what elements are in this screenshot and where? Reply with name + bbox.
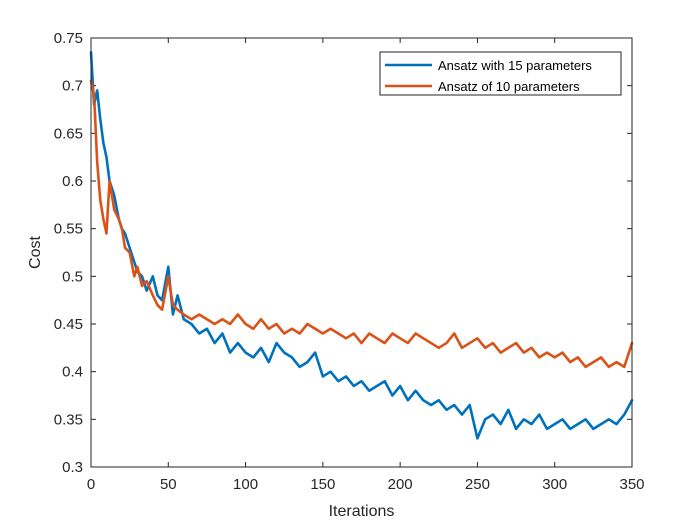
x-tick-label: 250 (465, 476, 490, 493)
y-tick-label: 0.75 (54, 30, 83, 47)
y-tick-label: 0.3 (62, 459, 83, 476)
x-tick-label: 100 (233, 476, 258, 493)
x-axis-title: Iterations (329, 503, 395, 520)
x-tick-label: 350 (619, 476, 644, 493)
x-tick-label: 300 (542, 476, 567, 493)
y-tick-label: 0.45 (54, 316, 83, 333)
y-tick-label: 0.5 (62, 268, 83, 285)
series-line-1 (89, 79, 634, 369)
y-tick-label: 0.4 (62, 364, 83, 381)
x-tick-label: 150 (310, 476, 335, 493)
y-tick-label: 0.7 (62, 78, 83, 95)
x-tick-label: 0 (87, 476, 95, 493)
y-axis-ticks: 0.3 0.35 0.4 0.45 0.5 0.55 0.6 0.65 0.7 0.75 (54, 30, 632, 476)
legend-label-15-parameters: Ansatz with 15 parameters (438, 58, 592, 73)
plot-background (91, 38, 632, 467)
plot-frame (90, 37, 633, 468)
series-group (89, 50, 634, 440)
y-tick-label: 0.65 (54, 125, 83, 142)
legend: Ansatz with 15 parameters Ansatz of 10 p… (379, 51, 622, 96)
x-tick-label: 50 (160, 476, 177, 493)
legend-box (379, 51, 622, 96)
y-tick-label: 0.6 (62, 173, 83, 190)
y-tick-label: 0.55 (54, 221, 83, 238)
x-tick-label: 200 (388, 476, 413, 493)
x-axis-ticks: 0 50 100 150 200 250 300 350 (87, 38, 645, 493)
legend-label-10-parameters: Ansatz of 10 parameters (438, 79, 580, 94)
y-axis-title: Cost (27, 236, 44, 269)
y-tick-label: 0.35 (54, 411, 83, 428)
